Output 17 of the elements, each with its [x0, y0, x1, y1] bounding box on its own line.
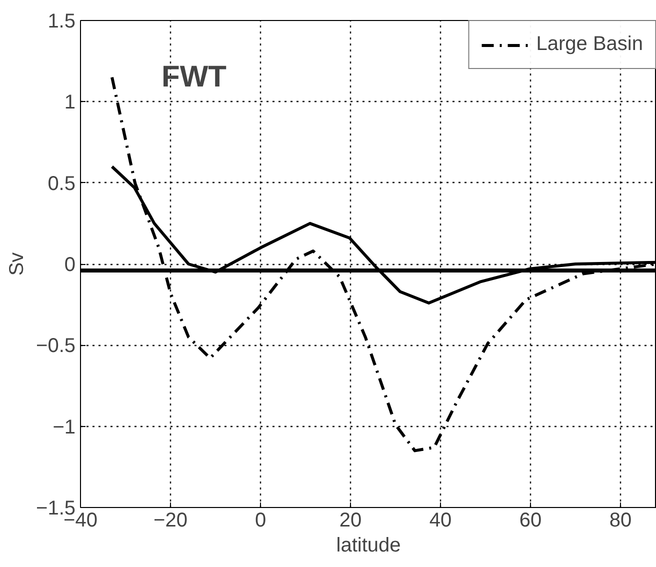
- x-tick-label: 40: [429, 510, 452, 532]
- annotation: FWT: [162, 60, 226, 94]
- y-tick-label: 0.5: [48, 172, 76, 195]
- y-tick-label: 0: [64, 254, 76, 276]
- x-tick-label: −20: [154, 510, 188, 532]
- y-tick-label: 1: [64, 92, 76, 114]
- legend-label: Large Basin: [536, 33, 643, 56]
- y-axis-title: Sv: [6, 252, 28, 276]
- y-tick-label: −1.5: [36, 498, 76, 520]
- x-tick-label: 0: [254, 510, 266, 532]
- x-axis-title: latitude: [336, 534, 401, 556]
- x-tick-label: 20: [339, 510, 362, 532]
- x-tick-label: 80: [609, 510, 632, 532]
- x-tick-label: 60: [519, 510, 542, 532]
- y-tick-label: −1: [52, 416, 76, 438]
- y-tick-label: −0.5: [36, 335, 76, 358]
- y-tick-label: 1.5: [48, 10, 76, 32]
